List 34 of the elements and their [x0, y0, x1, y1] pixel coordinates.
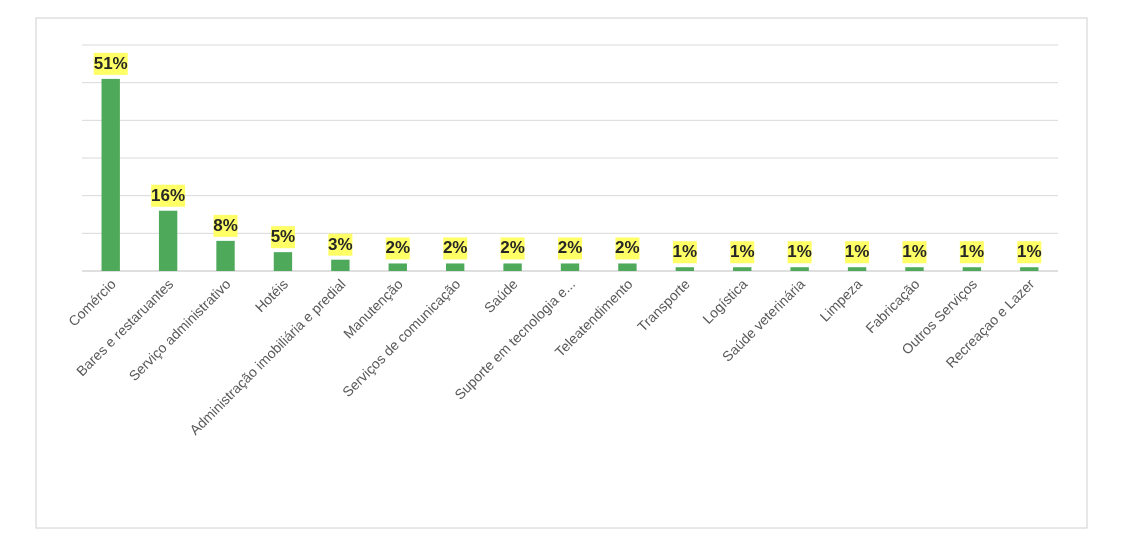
bar — [847, 267, 867, 271]
bar — [618, 263, 637, 271]
bar — [733, 267, 752, 271]
bar — [101, 78, 120, 271]
data-label: 16% — [151, 185, 186, 205]
bar — [1020, 267, 1039, 271]
data-label: 51% — [93, 53, 128, 73]
bar — [331, 259, 350, 271]
data-label: 2% — [385, 238, 411, 258]
bar — [962, 267, 982, 271]
bar — [560, 263, 580, 271]
bar — [905, 267, 924, 271]
bar — [388, 263, 407, 271]
bar — [216, 240, 235, 271]
data-label: 1% — [729, 242, 755, 262]
data-label: 5% — [270, 227, 296, 247]
data-label: 1% — [672, 242, 698, 262]
data-label: 1% — [1017, 242, 1042, 262]
data-label: 2% — [615, 238, 640, 258]
bar — [503, 263, 522, 271]
data-label: 3% — [328, 234, 353, 254]
data-label: 1% — [787, 242, 812, 262]
data-label: 2% — [442, 238, 468, 258]
data-label: 1% — [902, 242, 927, 262]
data-label: 1% — [959, 242, 985, 262]
bar — [158, 210, 178, 271]
data-label: 2% — [500, 238, 525, 258]
data-label: 2% — [557, 238, 583, 258]
data-label: 8% — [213, 215, 238, 235]
bar — [445, 263, 465, 271]
bar — [273, 252, 293, 271]
bar — [790, 267, 809, 271]
data-label: 1% — [844, 242, 870, 262]
bar — [675, 267, 695, 271]
